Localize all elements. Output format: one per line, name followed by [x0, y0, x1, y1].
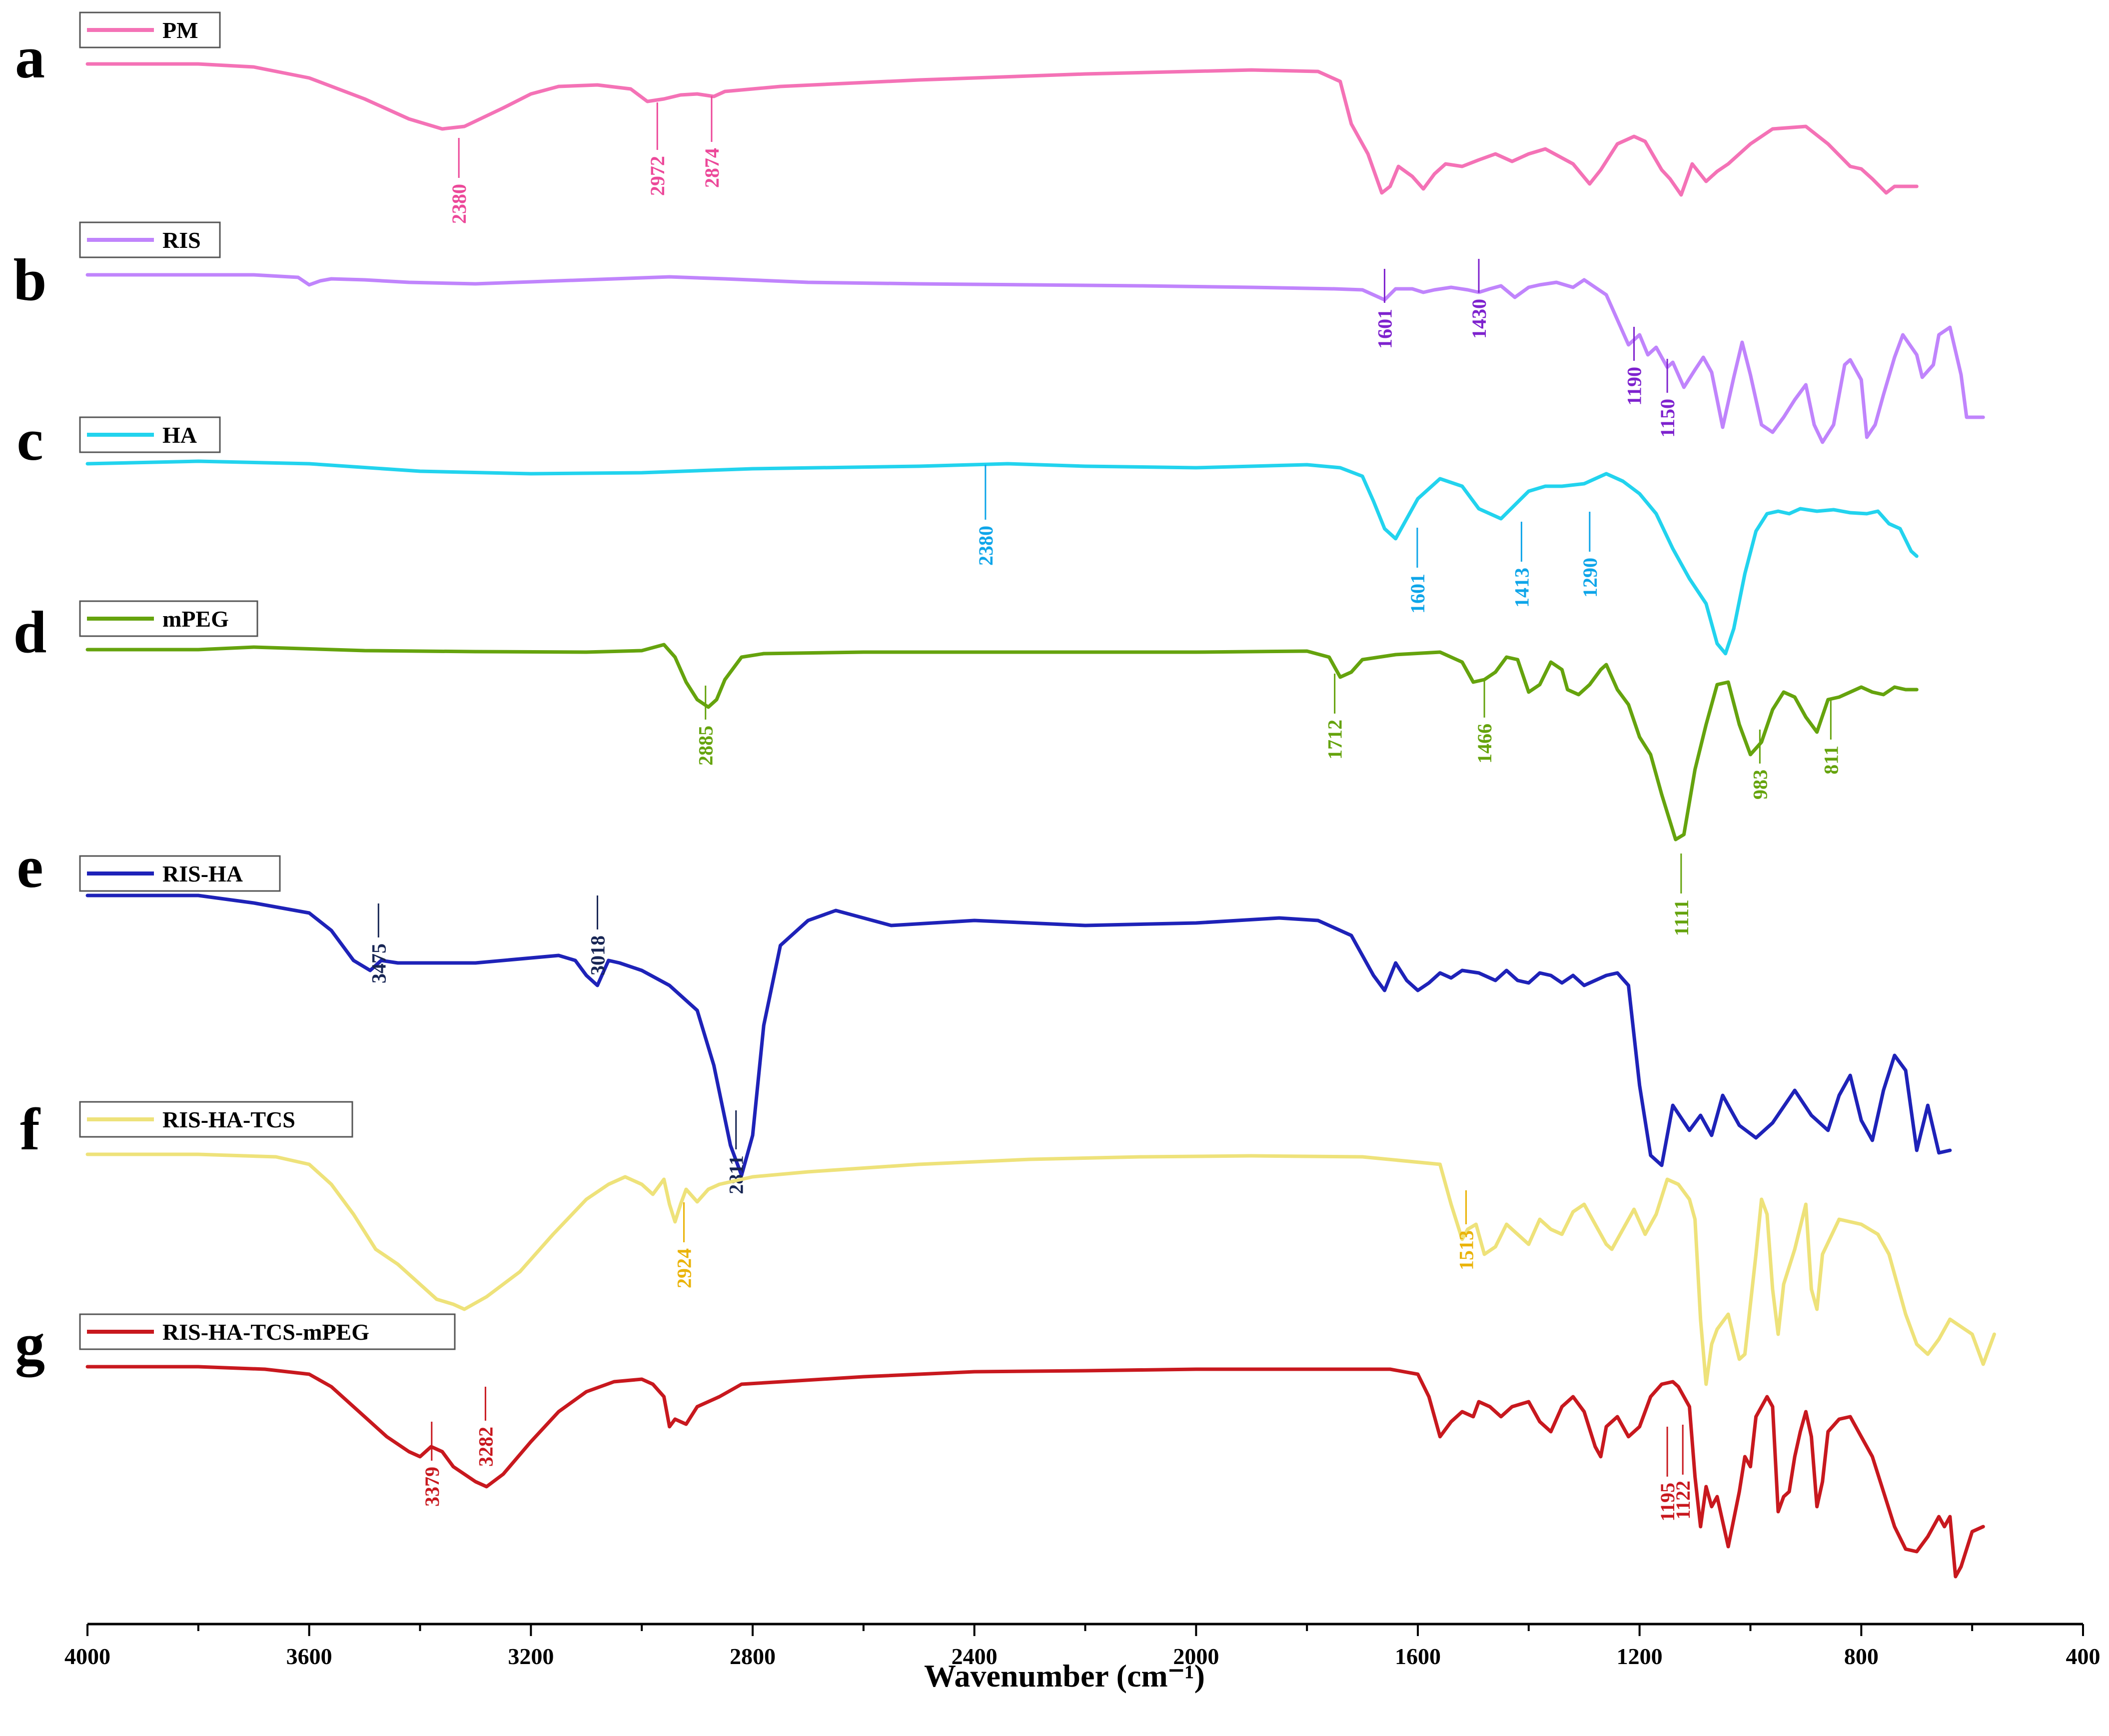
x-tick-label: 800 — [1844, 1644, 1879, 1669]
legend-box-g — [79, 1313, 456, 1350]
x-tick-label: 2800 — [730, 1644, 776, 1669]
peak-label-d-1712: 1712 — [1324, 720, 1346, 760]
peak-label-b-1601: 1601 — [1373, 309, 1396, 349]
peak-label-d-1111: 1111 — [1670, 899, 1693, 936]
panel-letter-c: c — [16, 406, 43, 473]
x-tick-label: 2000 — [1173, 1644, 1219, 1669]
legend-label-c: HA — [162, 422, 197, 448]
peak-label-b-1190: 1190 — [1623, 367, 1646, 406]
legend-label-b: RIS — [162, 227, 201, 253]
x-tick-label: 1200 — [1617, 1644, 1663, 1669]
peak-label-g-3282: 3282 — [474, 1427, 497, 1467]
peak-label-b-1150: 1150 — [1656, 399, 1679, 438]
peak-label-c-2380: 2380 — [975, 526, 997, 566]
legend-label-a: PM — [162, 17, 198, 43]
x-tick-label: 3200 — [508, 1644, 554, 1669]
peak-label-g-1122: 1122 — [1672, 1481, 1694, 1520]
x-tick-label: 400 — [2066, 1644, 2101, 1669]
x-axis: 4000 3600 3200 2800 2400 2000 1600 1200 800 400 — [64, 1623, 2101, 1669]
legend-label-d: mPEG — [162, 606, 229, 632]
peak-label-c-1290: 1290 — [1579, 558, 1601, 598]
peak-label-e-2811: 2811 — [725, 1155, 748, 1194]
peak-label-a-2972: 2972 — [646, 156, 669, 196]
spectrum-line-f — [85, 1152, 1996, 1386]
peak-label-f-2924: 2924 — [673, 1248, 695, 1288]
spectrum-line-d — [85, 643, 1919, 842]
panel-letter-g: g — [15, 1311, 45, 1378]
panel-letter-d: d — [13, 599, 47, 665]
spectrum-line-a — [85, 62, 1919, 197]
x-tick-label: 2400 — [952, 1644, 998, 1669]
legend-label-e: RIS-HA — [162, 861, 243, 886]
peak-label-d-2885: 2885 — [695, 726, 717, 766]
spectrum-line-e — [85, 893, 1952, 1177]
peak-label-a-2874: 2874 — [701, 148, 723, 188]
spectrum-line-c — [85, 459, 1919, 656]
peak-label-e-3475: 3475 — [367, 943, 390, 983]
panel-d: d mPEG 2885 1712 1466 1111 983 811 — [13, 599, 1919, 936]
peak-label-g-1195: 1195 — [1656, 1483, 1679, 1522]
peak-label-g-3379: 3379 — [421, 1467, 443, 1507]
legend-label-g: RIS-HA-TCS-mPEG — [162, 1319, 369, 1345]
x-axis-title: Wavenumber (cm⁻¹) — [924, 1658, 1205, 1694]
panel-f: f RIS-HA-TCS 2924 1513 — [20, 1096, 1996, 1386]
peak-label-b-1430: 1430 — [1468, 299, 1490, 339]
x-tick-label: 3600 — [286, 1644, 332, 1669]
spectrum-line-g — [85, 1365, 1985, 1579]
peak-label-f-1513: 1513 — [1455, 1230, 1477, 1270]
spectra-panels: a PM 2380 2972 2874 b RIS 1601 1430 1190 1150 c HA 23… — [13, 11, 1996, 1579]
legend-label-f: RIS-HA-TCS — [162, 1107, 295, 1132]
peak-label-e-3018: 3018 — [586, 935, 609, 975]
x-tick-label: 4000 — [64, 1644, 110, 1669]
panel-letter-f: f — [20, 1096, 41, 1162]
panel-letter-b: b — [13, 246, 47, 313]
panel-a: a PM 2380 2972 2874 — [15, 11, 1919, 224]
peak-label-d-811: 811 — [1820, 746, 1842, 775]
panel-letter-e: e — [16, 834, 43, 900]
peak-label-c-1601: 1601 — [1406, 574, 1429, 614]
peak-label-d-983: 983 — [1749, 770, 1771, 800]
peak-label-c-1413: 1413 — [1510, 568, 1533, 608]
panel-c: c HA 2380 1601 1413 1290 — [16, 406, 1919, 656]
x-tick-label: 1600 — [1395, 1644, 1441, 1669]
peak-label-d-1466: 1466 — [1473, 724, 1496, 764]
spectrum-line-b — [85, 273, 1985, 444]
panel-b: b RIS 1601 1430 1190 1150 — [13, 221, 1985, 444]
panel-e: e RIS-HA 3475 3018 2811 — [16, 834, 1952, 1194]
peak-label-a-2380: 2380 — [448, 184, 470, 224]
panel-letter-a: a — [15, 24, 45, 90]
